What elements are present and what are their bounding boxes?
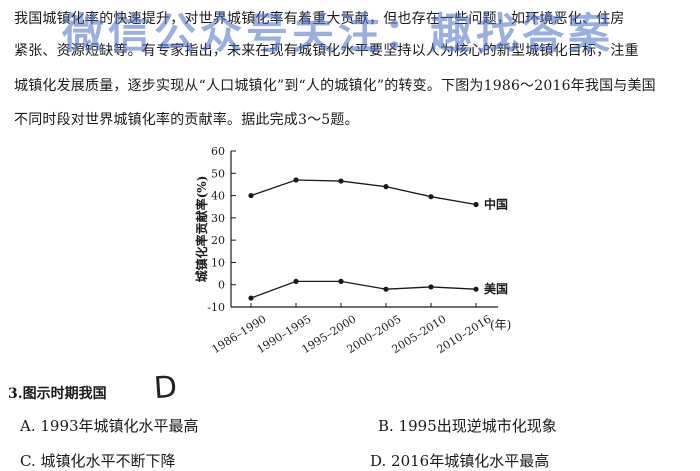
y-axis-label: 城镇化率贡献率(%) xyxy=(194,176,209,283)
option-b[interactable]: B. 1995出现逆城市化现象 xyxy=(378,417,557,435)
question-3: 3.图示时期我国 xyxy=(8,383,107,403)
series-line-usa xyxy=(250,280,477,299)
data-point xyxy=(248,295,254,301)
data-point xyxy=(383,286,389,292)
watermark-text: 微信公众号关注：趣找答案 xyxy=(62,9,615,58)
y-tick-label: 40 xyxy=(211,190,225,203)
y-tick-label: 10 xyxy=(211,256,225,269)
data-point xyxy=(338,178,344,184)
x-axis-unit: (年) xyxy=(490,318,511,332)
passage-line-2: 紧张、资源短缺等。有专家指出，未来在现有城镇化水平要坚持以人为核心的新型城镇化目… xyxy=(14,43,639,59)
series-line-china xyxy=(250,179,477,206)
option-c[interactable]: C. 城镇化水平不断下降 xyxy=(20,452,176,470)
series-label: 中国 xyxy=(484,196,508,211)
y-tick-label: 60 xyxy=(211,145,225,158)
y-tick-label: 30 xyxy=(211,212,225,225)
data-point xyxy=(338,278,344,284)
y-tick-label: 50 xyxy=(211,167,225,180)
passage-line-1: 我国城镇化率的快速提升，对世界城镇化率有着重大贡献，但也存在一些问题，如环境恶化… xyxy=(14,11,625,27)
data-point xyxy=(383,184,389,190)
question-number: 3. xyxy=(8,386,23,402)
data-point xyxy=(428,194,434,200)
y-tick-label: 20 xyxy=(211,234,225,247)
passage-line-4: 不同时段对世界城镇化率的贡献率。据此完成3～5题。 xyxy=(14,112,359,128)
data-point xyxy=(428,284,434,290)
y-tick-label: -10 xyxy=(207,301,225,314)
option-d[interactable]: D. 2016年城镇化水平最高 xyxy=(370,452,550,470)
y-tick-label: 0 xyxy=(218,279,225,292)
question-stem: 图示时期我国 xyxy=(22,386,107,402)
data-point xyxy=(293,177,299,183)
series-label: 美国 xyxy=(484,281,508,296)
data-point xyxy=(248,192,254,199)
data-point xyxy=(293,278,299,284)
data-point xyxy=(473,286,479,292)
option-a[interactable]: A. 1993年城镇化水平最高 xyxy=(20,417,199,435)
data-point xyxy=(473,201,479,208)
passage-line-3: 城镇化发展质量，逐步实现从“人口城镇化”到“人的城镇化”的转变。下图为1986～… xyxy=(14,78,656,94)
handwritten-answer-mark: D xyxy=(152,369,179,407)
